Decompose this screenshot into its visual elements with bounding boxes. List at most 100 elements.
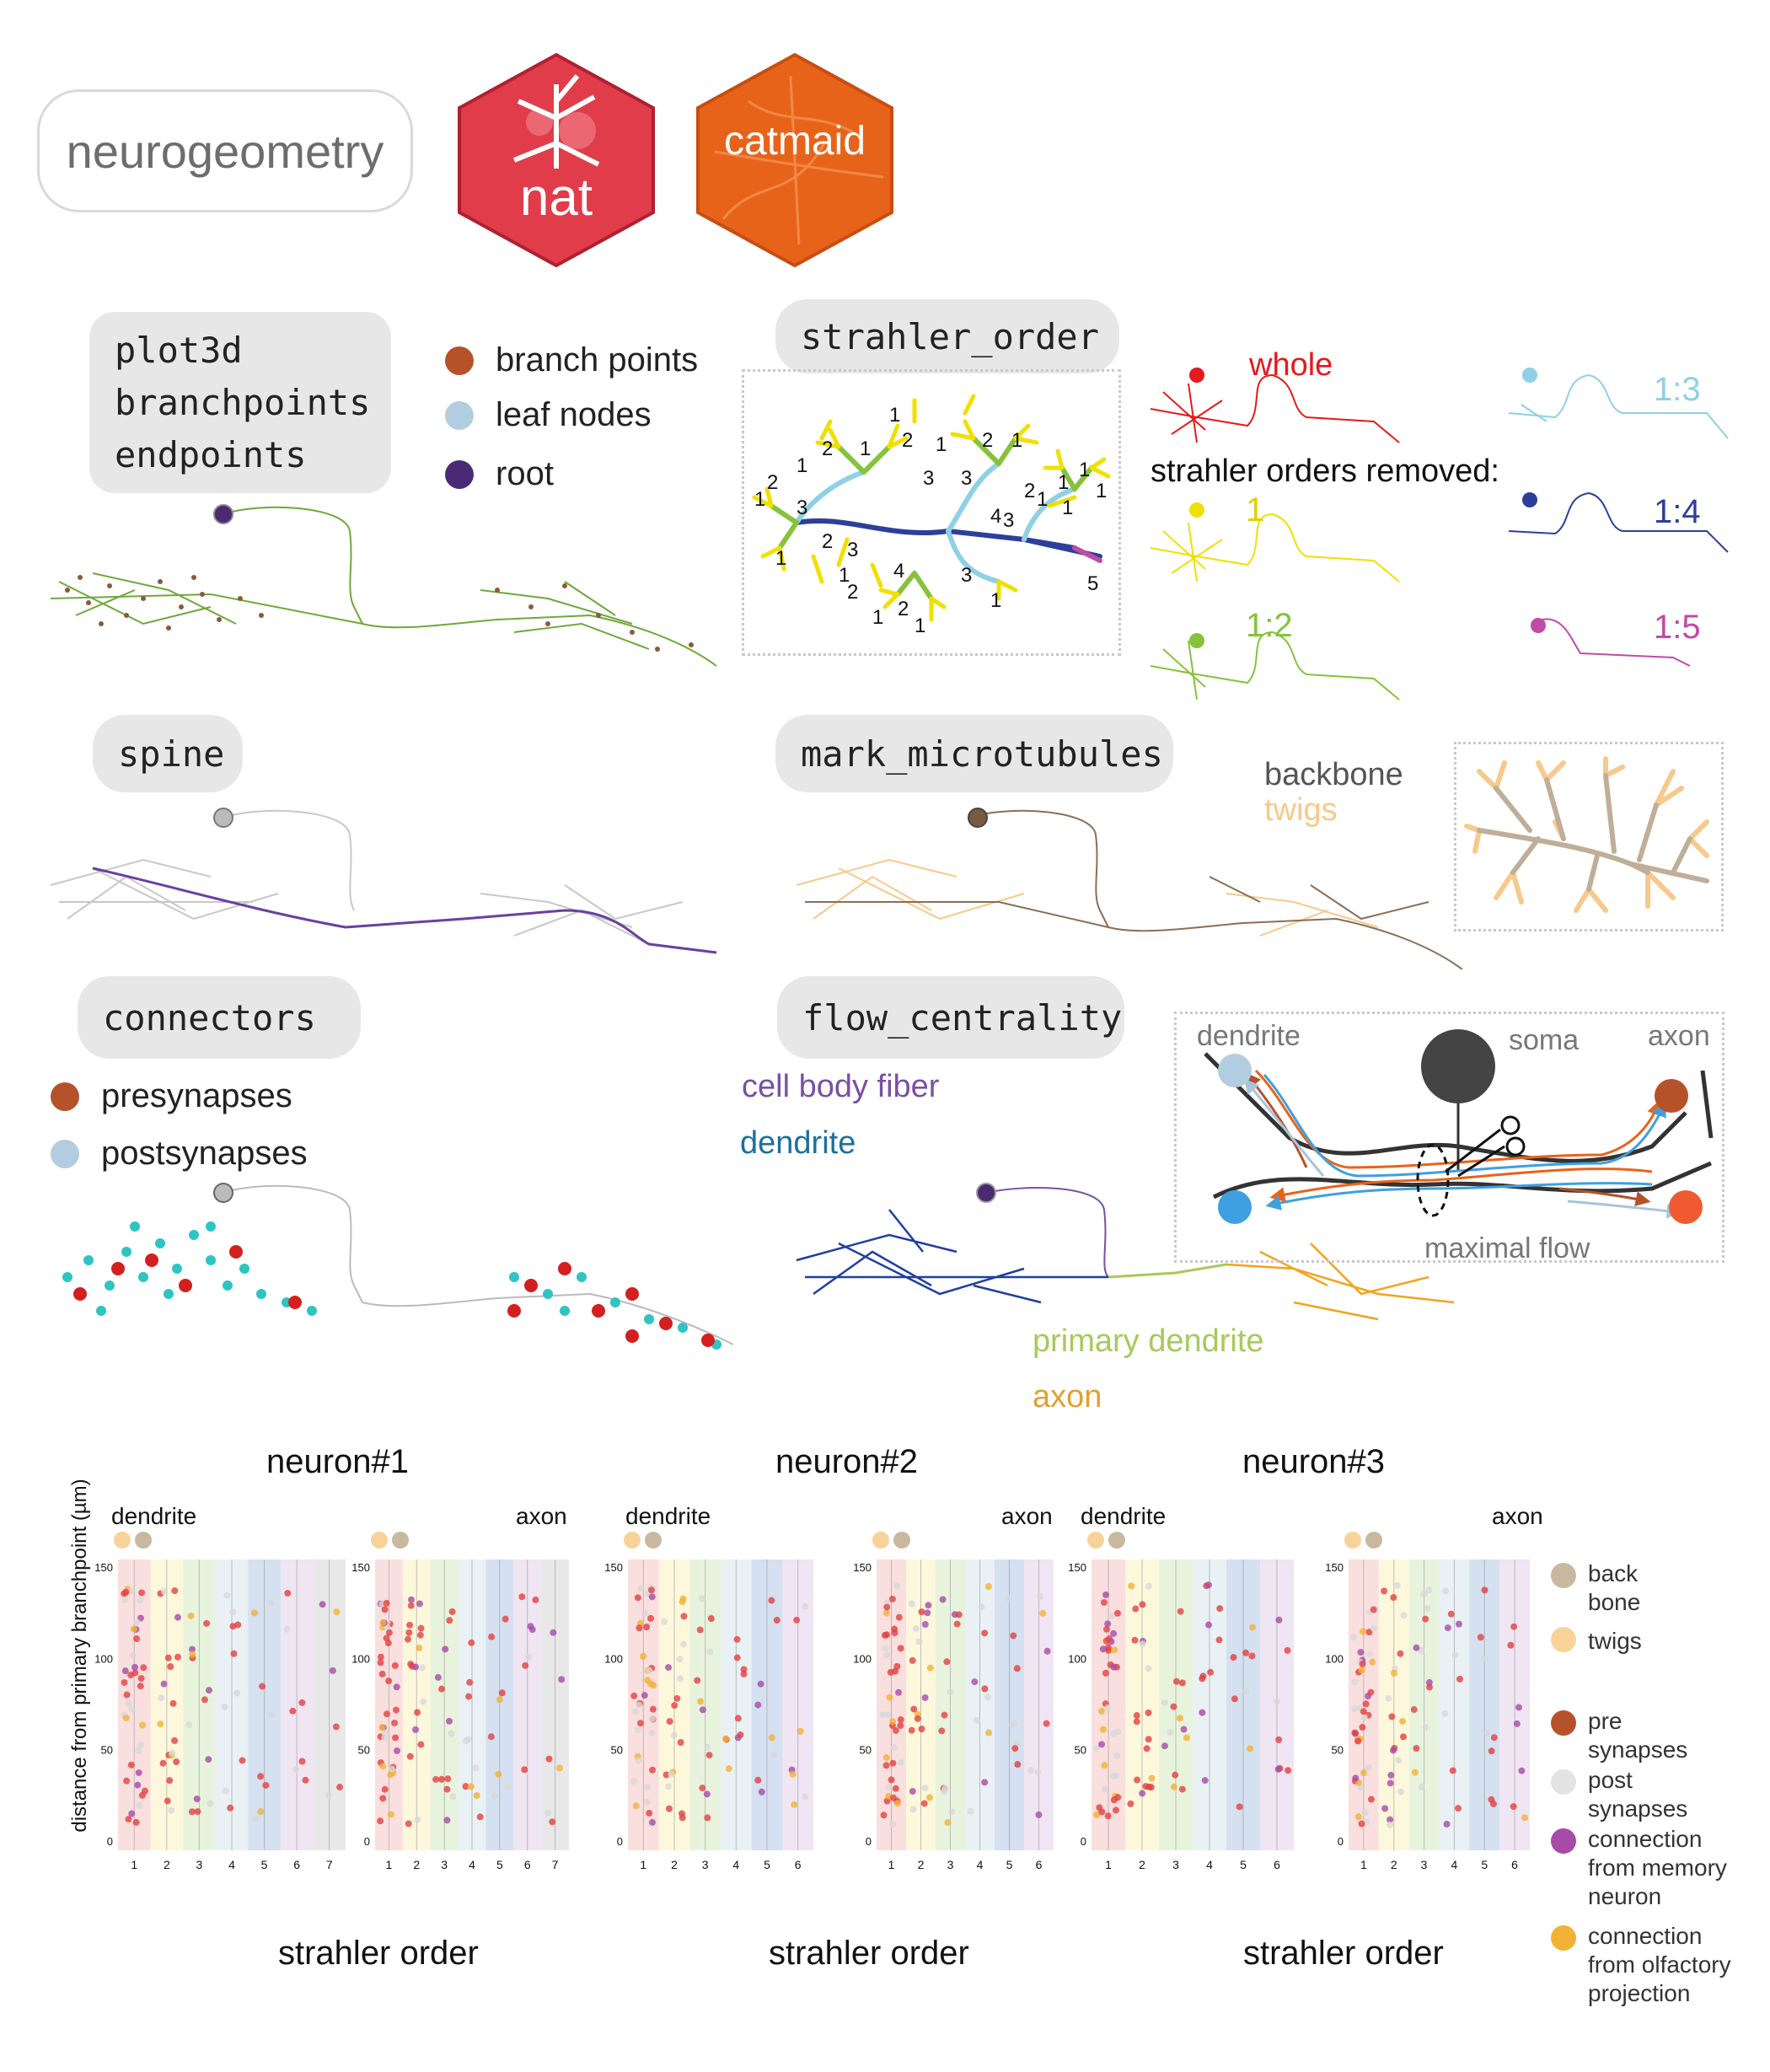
n2-axon-plot: 1 2 3 4 5 6 0 50 100 150 [853,1532,1054,1871]
synapse-point [699,1595,706,1602]
synapse-point [161,1587,169,1595]
synapse-point [1285,1767,1292,1774]
synapse-point [1231,1695,1238,1703]
flow-dendrite-text: dendrite [1197,1020,1301,1052]
synapse-point [504,1783,512,1790]
synapse-point [1111,1646,1118,1654]
synapse-point [1104,1644,1112,1651]
y-tick-label: 100 [604,1652,623,1665]
synapse-point [448,1730,455,1737]
strahler-variant-1-2-label: 1:2 [1246,607,1293,644]
x-tick-label: 6 [1274,1858,1280,1871]
synapse-point [473,1791,480,1799]
synapse-point [227,1804,234,1812]
synapse-point [754,1776,762,1784]
synapse-point [1488,1747,1495,1755]
synapse-point [1161,1742,1168,1750]
backbone-dot [1551,1563,1576,1588]
y-tick-label: 150 [94,1561,113,1574]
synapse-point [384,1710,391,1718]
synapse-point [882,1762,890,1769]
synapse-point [670,1731,678,1739]
synapse-point [1370,1606,1377,1613]
presynapse-dot [51,1082,79,1111]
synapse-point [706,1648,714,1656]
synapse-point [1216,1605,1224,1613]
synapse-point [442,1645,449,1653]
synapse-point [941,1788,948,1796]
synapse-point [981,1629,989,1637]
synapse-point [1397,1788,1404,1796]
strahler-variant-1-4-label: 1:4 [1654,493,1701,530]
synapse-point [1400,1612,1408,1619]
synapse-point [462,1783,469,1790]
synapse-point [893,1582,901,1590]
synapse-point [1386,1821,1393,1828]
synapse-point [379,1618,387,1626]
synapse-point [1236,1803,1243,1811]
synapse-point [881,1631,888,1639]
flow-diagram-box [1174,1012,1724,1263]
synapse-point [1395,1757,1403,1764]
synapse-point [879,1710,887,1718]
synapse-point [665,1664,673,1672]
synapse-point [636,1624,643,1632]
synapse-point [121,1667,129,1675]
synapse-point [636,1701,643,1709]
synapse-point [128,1705,136,1713]
synapse-point [921,1694,929,1701]
y-tick-label: 100 [853,1652,872,1665]
x-tick-label: 4 [977,1858,984,1871]
synapse-point [1425,1678,1433,1686]
x-tick-label: 1 [386,1858,393,1871]
x-tick-label: 2 [671,1858,678,1871]
y-tick-label: 100 [1325,1652,1344,1665]
synapse-point [953,1620,961,1628]
twigs-marker [872,1532,889,1549]
synapse-point [740,1670,748,1677]
synapse-point [393,1706,400,1714]
cell-body-fiber-label: cell body fiber [742,1069,940,1104]
synapse-point [892,1667,899,1675]
synapse-point [239,1757,246,1764]
synapse-point [407,1596,415,1603]
synapse-point [643,1624,651,1631]
y-tick-label: 0 [1338,1835,1344,1848]
synapse-point [948,1808,956,1816]
synapse-point [971,1678,979,1686]
n1-axon-label: axon [516,1503,567,1529]
synapse-point [417,1624,425,1632]
synapse-point [1510,1803,1517,1811]
synapse-point [1455,1620,1462,1628]
x-tick-label: 5 [1481,1858,1488,1871]
y-tick-label: 50 [358,1744,370,1757]
synapse-point [882,1754,890,1762]
synapse-point [125,1816,132,1823]
flow-centrality-pill: flow_centrality [777,976,1124,1059]
x-tick-label: 2 [164,1858,170,1871]
synapse-point [383,1599,390,1607]
synapse-point [908,1726,915,1734]
memory-neuron-dot [1551,1828,1576,1854]
synapse-point [404,1635,411,1643]
x-tick-label: 2 [1391,1858,1397,1871]
synapse-point [668,1770,675,1778]
synapse-point [699,1785,706,1792]
synapse-point [886,1694,893,1701]
synapse-point [1230,1654,1237,1661]
svg-text:1: 1 [860,437,871,460]
synapse-point [496,1696,503,1704]
x-tick-label: 7 [552,1858,559,1871]
synapse-point [1249,1624,1257,1631]
synapse-point [407,1602,415,1609]
n2-dendrite-plot: 1 2 3 4 5 6 0 50 100 150 [604,1532,813,1871]
legend-postsynapses-plot: post synapses [1551,1766,1687,1823]
synapse-point [647,1614,655,1622]
synapse-point [1242,1649,1250,1656]
synapse-point [1178,1679,1186,1687]
synapse-point [926,1664,934,1672]
x-tick-label: 3 [441,1858,448,1871]
synapse-point [319,1601,326,1608]
synapse-point [1102,1625,1110,1633]
legend-label: leaf nodes [496,396,652,433]
